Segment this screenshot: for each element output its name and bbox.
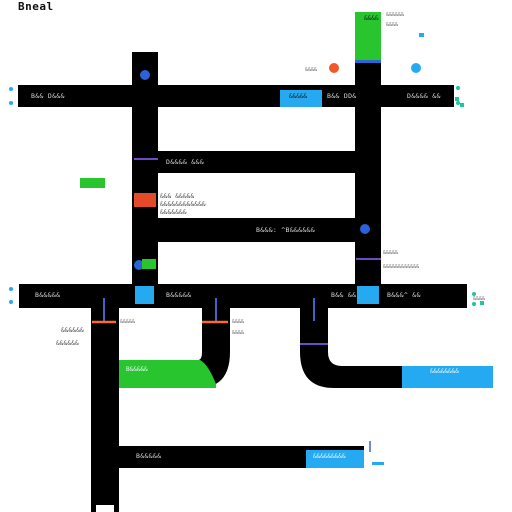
road-second-horizontal[interactable] [132,151,381,173]
red-dot-icon[interactable] [329,63,339,73]
top-blue-line [355,60,381,63]
blue-side-dot-left[interactable] [9,87,13,91]
small-white-mark-bottom [96,505,114,512]
annotation-middle-small-text-3: &&&& [232,330,244,336]
road-vertical-left[interactable] [132,52,158,298]
road-label-bottom-road: B&&&&& [136,452,161,460]
road-lower-horizontal[interactable] [19,284,467,308]
left-green-small-block[interactable] [80,178,105,188]
small-teal-mark-right-2 [460,103,464,107]
annotation-middle-small-text-2: &&&& [232,319,244,325]
markers-layer [9,63,476,306]
blue-side-dot-right-road[interactable] [472,292,476,296]
road-label-top-left: B&& D&&& [31,92,65,100]
road-label-lower-right: B&& && [331,291,356,299]
road-label-blue-bottom-right: &&&&&&&& [430,368,459,375]
annotation-upper-left-edge: &&&& [305,67,317,73]
blue-side-dot-right-road-lower[interactable] [472,302,476,306]
road-label-right-small: B&&&^ && [387,291,421,299]
left-blue-small-block[interactable] [135,286,154,304]
left-red-small-block[interactable] [134,193,156,207]
right-blue-small-block[interactable] [357,286,379,304]
blue-side-dot-right-top[interactable] [456,86,460,90]
road-curve-right[interactable] [300,308,402,388]
road-label-top-middle: B&& DD& [327,92,357,100]
lower-blue-right-block[interactable] [402,366,493,388]
road-vertical-bottom-left[interactable] [91,308,119,512]
annotation-left-red-box: &&& &&&&& [160,193,194,200]
map-title: Bneal [18,0,54,13]
small-blue-mark-top-right [419,33,424,37]
annotation-text-layer: &&&& &&&&&& &&&& &&& &&&&& &&&&&&&&&&&& … [56,12,485,347]
road-label-blue-top-right: &&&&& [289,93,307,100]
blue-pin-icon[interactable] [134,260,144,270]
blue-side-dot-left-road[interactable] [9,287,13,291]
small-blue-mark-bottom-right [372,462,384,465]
top-middle-blue-block[interactable] [280,90,322,107]
blue-pin-icon[interactable] [140,70,150,80]
road-label-bottom-green: B&&&&& [126,366,148,373]
annotation-left-red-box-line2: &&&&&&&&&&&& [160,201,206,208]
blue-side-dot-left-road-lower[interactable] [9,300,13,304]
connector-lines [92,158,381,452]
small-teal-mark-right-3 [480,301,484,305]
road-label-top-right: D&&&& && [407,92,441,100]
road-label-blue-bottom: &&&&&&&&& [313,453,346,460]
top-green-block[interactable] [355,12,381,60]
blue-side-dot-left-lower[interactable] [9,101,13,105]
green-pin-block[interactable] [142,259,156,269]
roads-layer [18,12,467,512]
annotation-left-side-text-2: &&&&&& [56,340,79,347]
annotation-left-side-text-1: &&&&&& [61,327,84,334]
annotation-left-red-box-line3: &&&&&&& [160,209,187,216]
road-middle-horizontal[interactable] [158,218,381,242]
colored-elements [80,12,493,468]
road-label-middle-long: B&&&: ^B&&&&&& [256,226,315,234]
blue-pin-icon[interactable] [360,224,370,234]
annotation-top-green-side: &&&&&& [386,12,404,18]
blue-side-dot-right-top-lower[interactable] [456,101,460,105]
annotation-upper-right-text: &&&&& [383,250,398,256]
road-label-lower-left: B&&&&& [35,291,60,299]
small-marks [96,33,484,512]
road-label-lower-middle: B&&&&& [166,291,191,299]
road-top-horizontal[interactable] [18,85,454,107]
annotation-right-side-text: &&&& [473,296,485,302]
blue-dot-icon[interactable] [411,63,421,73]
road-label-second-row: D&&&& &&& [166,158,204,166]
green-curve-block[interactable] [119,360,216,388]
bottom-blue-block[interactable] [306,450,364,468]
annotation-middle-small-text-1: &&&&& [120,319,135,325]
annotation-top-green-box: &&&& [364,15,379,22]
labels-layer: B&& D&&& B&& DD& D&&&& && D&&&& &&& B&&&… [31,92,459,460]
road-bottom-horizontal[interactable] [119,446,364,468]
annotation-top-small-text: &&&& [386,22,398,28]
annotation-mid-right-text: &&&&&&&&&&&& [383,264,419,270]
small-teal-mark-right-1 [455,97,459,101]
